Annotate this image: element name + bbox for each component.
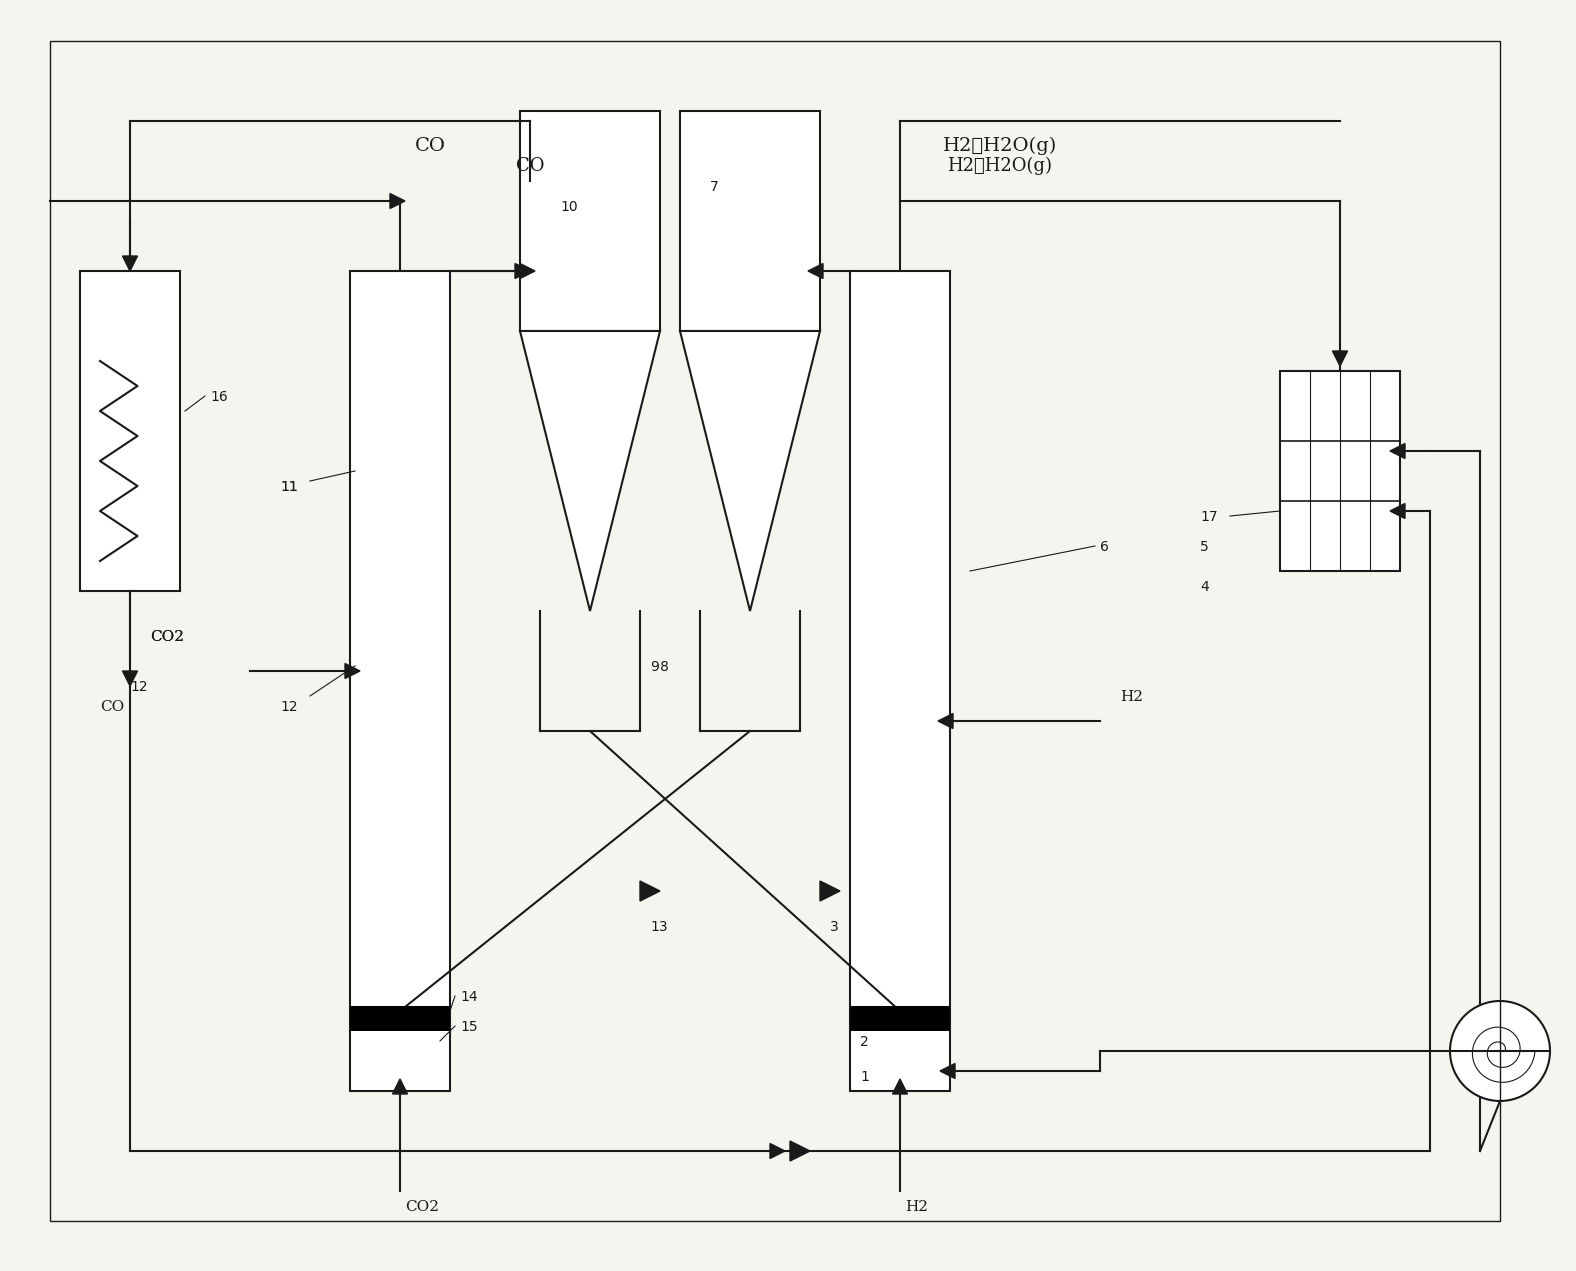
Text: 16: 16 — [210, 390, 229, 404]
Text: 8: 8 — [660, 660, 668, 674]
Text: 13: 13 — [649, 920, 668, 934]
Polygon shape — [938, 713, 953, 728]
Text: CO: CO — [99, 700, 125, 714]
Polygon shape — [520, 263, 534, 278]
Polygon shape — [515, 263, 530, 278]
Polygon shape — [1390, 444, 1404, 459]
Text: 5: 5 — [1199, 540, 1209, 554]
Text: 15: 15 — [460, 1021, 478, 1035]
Polygon shape — [392, 1079, 408, 1094]
Polygon shape — [123, 255, 137, 271]
Bar — [1280, 371, 1399, 571]
Text: H2、H2O(g): H2、H2O(g) — [947, 156, 1053, 175]
Polygon shape — [790, 1141, 810, 1160]
Text: 12: 12 — [129, 680, 148, 694]
Text: CO2: CO2 — [150, 630, 184, 644]
Text: 1: 1 — [860, 1070, 868, 1084]
Bar — [679, 111, 820, 330]
Text: 12: 12 — [281, 700, 298, 714]
Polygon shape — [640, 881, 660, 901]
Bar — [350, 271, 451, 1091]
Bar — [80, 271, 180, 591]
Text: 11: 11 — [281, 480, 298, 494]
Text: 4: 4 — [1199, 580, 1209, 594]
Text: H2: H2 — [1121, 690, 1143, 704]
Text: CO2: CO2 — [150, 630, 184, 644]
Text: 14: 14 — [460, 990, 478, 1004]
Polygon shape — [1332, 351, 1347, 366]
Text: 6: 6 — [1100, 540, 1110, 554]
Text: H2: H2 — [905, 1200, 928, 1214]
Text: 11: 11 — [281, 480, 298, 494]
Polygon shape — [771, 1144, 785, 1158]
Text: 9: 9 — [649, 660, 659, 674]
Polygon shape — [939, 1064, 955, 1079]
Polygon shape — [808, 263, 823, 278]
Text: CO2: CO2 — [405, 1200, 440, 1214]
Bar — [849, 271, 950, 1091]
Text: 10: 10 — [559, 200, 578, 214]
Text: CO: CO — [414, 137, 446, 155]
Polygon shape — [389, 193, 405, 208]
Bar — [350, 1007, 451, 1031]
Polygon shape — [520, 330, 660, 611]
Polygon shape — [679, 330, 820, 611]
Text: H2、H2O(g): H2、H2O(g) — [942, 137, 1057, 155]
Text: 2: 2 — [860, 1035, 868, 1049]
Polygon shape — [345, 663, 359, 679]
Text: 3: 3 — [831, 920, 838, 934]
Polygon shape — [892, 1079, 908, 1094]
Text: 7: 7 — [711, 180, 719, 194]
Bar — [520, 111, 660, 330]
Polygon shape — [1390, 503, 1404, 519]
Circle shape — [1450, 1002, 1551, 1101]
Text: 17: 17 — [1199, 510, 1218, 524]
Polygon shape — [820, 881, 840, 901]
Text: CO: CO — [515, 158, 544, 175]
Polygon shape — [123, 671, 137, 686]
Bar — [849, 1007, 950, 1031]
